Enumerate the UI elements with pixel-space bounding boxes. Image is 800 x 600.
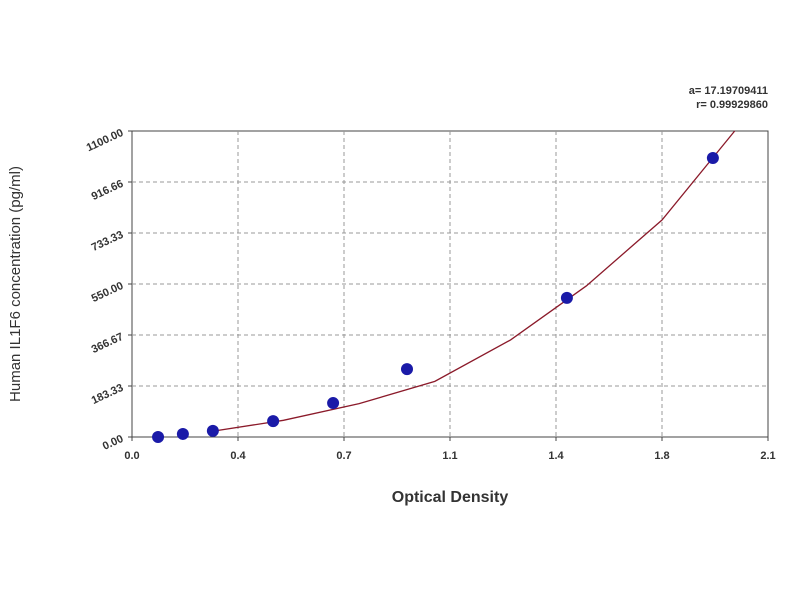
y-tick-label: 733.33 <box>90 229 126 254</box>
y-tick-label: 916.66 <box>90 178 126 203</box>
x-tick-label: 1.1 <box>442 450 457 462</box>
annotation: r= 0.99929860 <box>696 99 768 111</box>
data-point <box>267 415 280 428</box>
x-axis-label: Optical Density <box>392 489 509 506</box>
x-tick-label: 1.4 <box>548 450 564 462</box>
annotation: a= 17.19709411 <box>689 85 768 97</box>
y-axis-label: Human IL1F6 concentration (pg/ml) <box>7 166 24 402</box>
x-tick-label: 1.8 <box>654 450 669 462</box>
y-tick-label: 1100.00 <box>85 127 126 154</box>
x-tick-label: 2.1 <box>760 450 775 462</box>
y-tick-label: 183.33 <box>90 382 126 407</box>
x-tick-label: 0.7 <box>336 450 351 462</box>
fit-curve <box>207 130 736 433</box>
y-tick-label: 550.00 <box>90 280 126 305</box>
data-point <box>706 151 719 164</box>
data-point <box>560 291 573 304</box>
x-tick-label: 0.4 <box>230 450 246 462</box>
x-tick-label: 0.0 <box>124 450 139 462</box>
y-tick-label: 366.67 <box>90 331 126 356</box>
y-tick-label: 0.00 <box>101 433 125 453</box>
data-point <box>400 363 413 376</box>
data-point <box>176 427 189 440</box>
data-point <box>152 431 165 443</box>
data-point <box>206 424 219 437</box>
data-point <box>327 397 340 410</box>
